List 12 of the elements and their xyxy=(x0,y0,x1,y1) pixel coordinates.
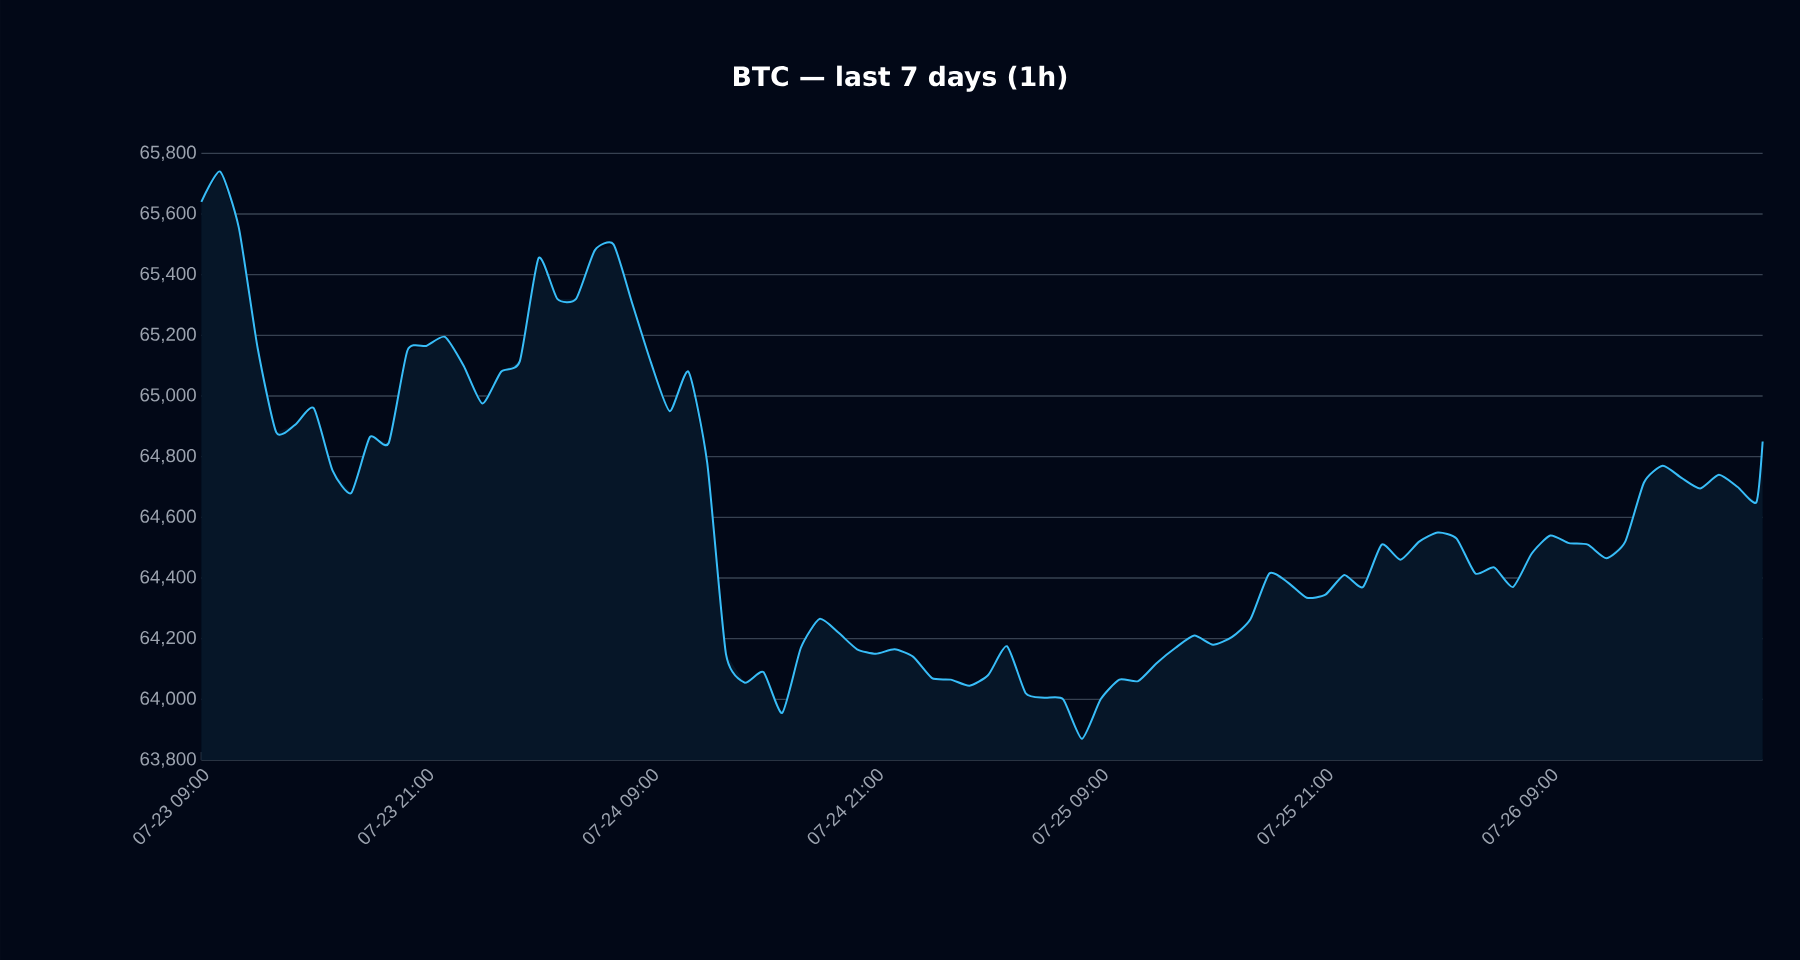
y-tick-label: 65,200 xyxy=(140,327,196,344)
y-tick-label: 65,600 xyxy=(140,206,196,222)
y-tick-label: 64,600 xyxy=(140,509,196,526)
y-tick-label: 64,800 xyxy=(140,448,196,465)
y-tick-label: 63,800 xyxy=(140,752,196,768)
y-tick-label: 65,400 xyxy=(140,266,196,283)
y-tick-label: 64,000 xyxy=(140,691,196,708)
y-tick-label: 65,000 xyxy=(140,388,196,404)
y-tick-label: 64,200 xyxy=(140,630,196,647)
y-tick-label: 65,800 xyxy=(140,145,196,162)
chart-title: BTC — last 7 days (1h) xyxy=(734,65,1067,92)
y-tick-label: 64,400 xyxy=(140,570,196,586)
